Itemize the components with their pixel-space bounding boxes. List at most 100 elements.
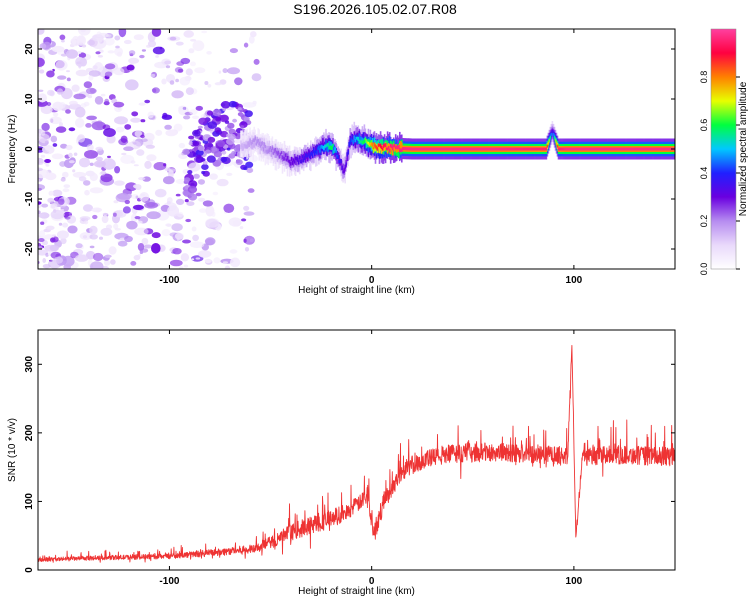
ridge-trace (240, 121, 675, 184)
noise-blob (184, 199, 189, 203)
ridge-cell (356, 136, 359, 140)
noise-blob (125, 182, 138, 192)
noise-blob (38, 178, 41, 182)
ridge-cell (552, 132, 555, 136)
snr-y-tick-label: 0 (24, 567, 35, 573)
ridge-cell (354, 139, 357, 143)
ridge-cell (405, 147, 407, 151)
noise-blob (213, 257, 221, 264)
ridge-cell (414, 147, 416, 151)
ridge-cell (395, 145, 398, 149)
noise-blob (163, 176, 175, 185)
noise-blob (42, 41, 52, 51)
ridge-cell (295, 158, 298, 166)
ridge-cell (379, 143, 382, 148)
ridge-cell (389, 143, 392, 148)
noise-blob (66, 49, 78, 59)
ridge-cell (284, 154, 287, 161)
spectrogram-y-tick-label: -10 (24, 191, 35, 206)
ridge-cell (332, 143, 334, 147)
ridge-cell (374, 144, 377, 149)
noise-blob (220, 101, 231, 109)
noise-blob (86, 250, 96, 260)
ridge-cell (390, 144, 393, 149)
ridge-cell (618, 147, 620, 151)
noise-blob (192, 129, 201, 137)
ridge-cell (581, 147, 583, 151)
noise-blob (45, 164, 50, 167)
noise-blob (72, 169, 76, 173)
ridge-cell (355, 136, 358, 140)
noise-blob (107, 155, 111, 159)
ridge-cell (400, 141, 402, 150)
ridge-cell (403, 147, 405, 151)
noise-blob (164, 167, 171, 172)
ridge-cell (612, 147, 614, 151)
noise-blob (230, 257, 241, 268)
ridge-cell (419, 147, 421, 151)
ridge-cell (375, 145, 378, 150)
ridge-cell (654, 147, 657, 151)
ridge-cell (609, 147, 611, 151)
ridge-cell (621, 147, 623, 151)
noise-blob (153, 162, 167, 171)
ridge-cell (512, 147, 514, 151)
ridge-cell (562, 147, 565, 151)
noise-blob (105, 34, 112, 38)
noise-blob (173, 123, 183, 132)
ridge-cell (340, 159, 342, 164)
ridge-cell (301, 156, 304, 162)
snr-y-label: SNR (10 * v/v) (7, 418, 18, 482)
ridge-cell (285, 158, 288, 162)
noise-blob (108, 94, 116, 101)
ridge-cell (529, 147, 531, 151)
ridge-cell (282, 151, 285, 160)
noise-blob (134, 130, 142, 138)
noise-blob (222, 108, 226, 112)
noise-blob (104, 158, 109, 162)
noise-blob (101, 215, 109, 224)
noise-blob (100, 93, 106, 97)
ridge-cell (666, 147, 669, 151)
ridge-cell (416, 147, 418, 151)
noise-blob (197, 125, 203, 129)
ridge-cell (269, 146, 272, 149)
ridge-cell (526, 147, 528, 151)
ridge-cell (288, 159, 291, 164)
noise-blob (95, 146, 103, 151)
ridge-cell (293, 154, 296, 163)
noise-blob (133, 34, 144, 41)
ridge-cell (296, 157, 299, 162)
ridge-cell (287, 159, 290, 163)
noise-blob (133, 254, 141, 261)
ridge-cell (444, 147, 447, 151)
ridge-cell (589, 147, 591, 151)
snr-panel: -100 0 100 0 100 200 300 Height of straight l… (7, 329, 676, 597)
ridge-cell (240, 140, 242, 148)
noise-blob (86, 115, 97, 121)
ridge-cell (385, 143, 388, 149)
ridge-cell (376, 147, 379, 151)
ridge-cell (373, 143, 376, 152)
ridge-cell (469, 147, 472, 151)
noise-blob (113, 200, 119, 204)
noise-blob (92, 252, 104, 262)
ridge-cell (352, 140, 355, 144)
noise-blob (52, 234, 56, 237)
ridge-cell (442, 147, 444, 151)
ridge-cell (547, 141, 550, 145)
ridge-cell (571, 147, 574, 151)
ridge-cell (597, 147, 599, 151)
noise-blob (79, 232, 93, 240)
ridge-cell (667, 147, 670, 151)
ridge-cell (368, 140, 371, 147)
noise-blob (65, 144, 73, 151)
ridge-cell (592, 147, 594, 151)
noise-blob (243, 235, 255, 245)
noise-blob (130, 160, 136, 164)
noise-blob (139, 250, 144, 254)
ridge-cell (256, 139, 258, 144)
noise-blob (62, 222, 69, 228)
ridge-cell (498, 147, 500, 151)
ridge-cell (368, 143, 371, 147)
